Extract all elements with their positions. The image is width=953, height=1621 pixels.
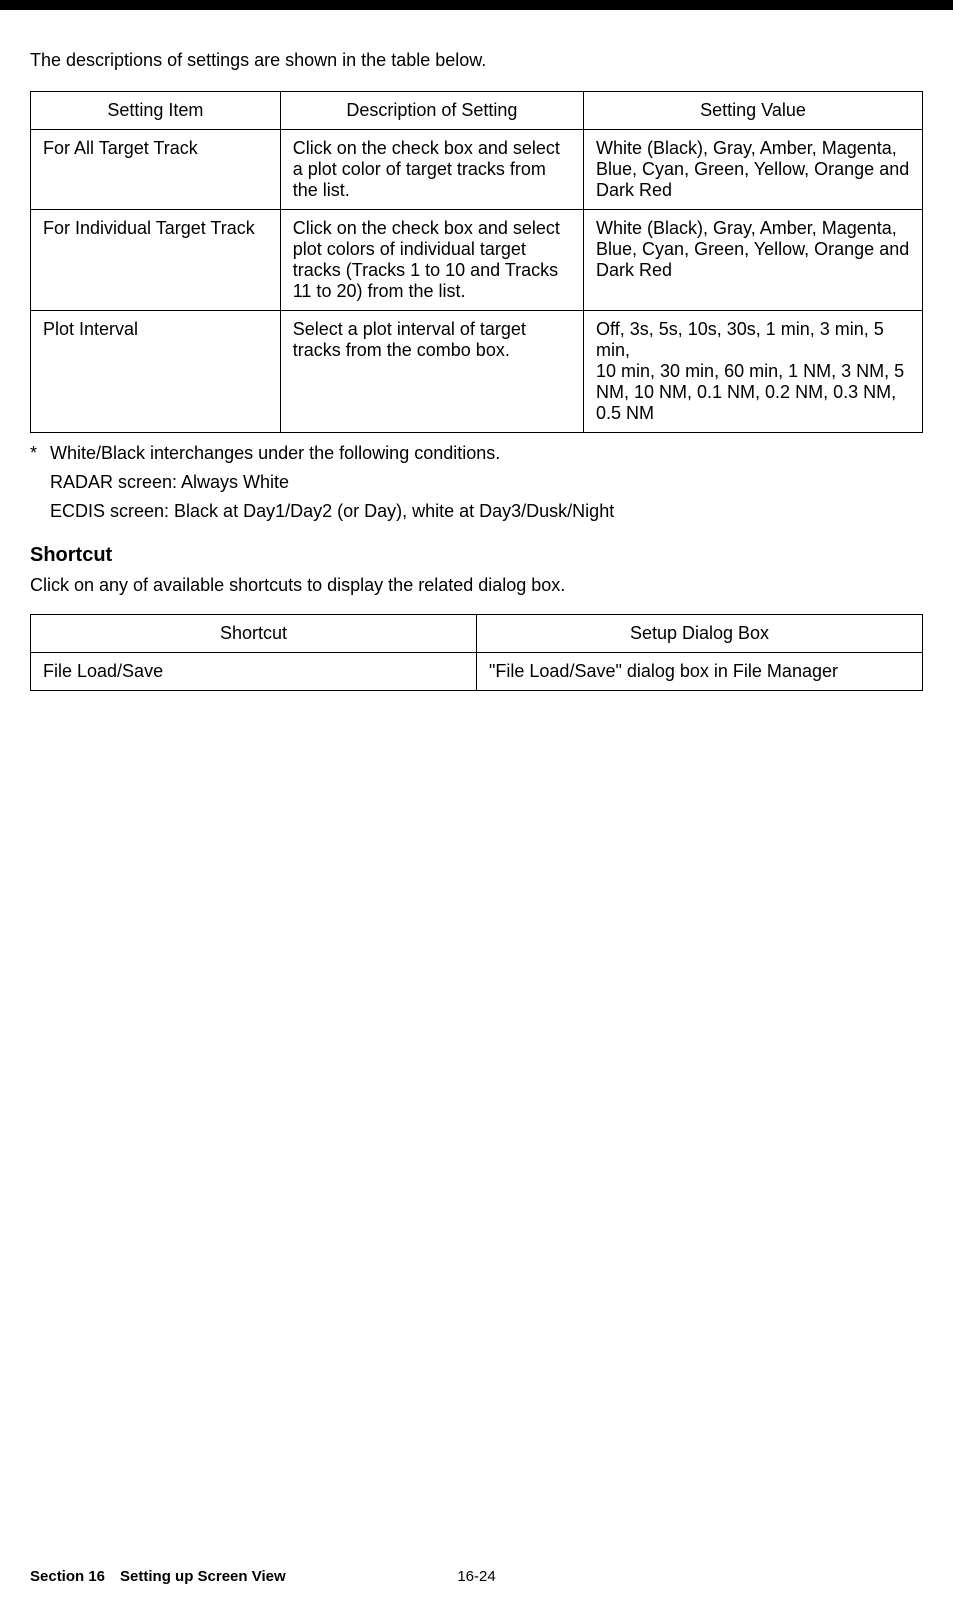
footnote: * White/Black interchanges under the fol… [30, 443, 923, 464]
th-description: Description of Setting [280, 92, 583, 130]
th-shortcut: Shortcut [31, 615, 477, 653]
table-row: For All Target Track Click on the check … [31, 130, 923, 210]
shortcut-heading: Shortcut [30, 544, 923, 567]
shortcut-body: Click on any of available shortcuts to d… [30, 575, 923, 596]
table-header-row: Shortcut Setup Dialog Box [31, 615, 923, 653]
footnote-line1: RADAR screen: Always White [50, 472, 923, 493]
cell-value: White (Black), Gray, Amber, Magenta, Blu… [584, 210, 923, 311]
footer-section: Section 16 Setting up Screen View [30, 1568, 286, 1585]
cell-value: Off, 3s, 5s, 10s, 30s, 1 min, 3 min, 5 m… [584, 311, 923, 433]
cell-item: For All Target Track [31, 130, 281, 210]
top-rule [0, 0, 953, 10]
intro-text: The descriptions of settings are shown i… [30, 50, 923, 71]
th-setting-item: Setting Item [31, 92, 281, 130]
table-row: For Individual Target Track Click on the… [31, 210, 923, 311]
cell-value: White (Black), Gray, Amber, Magenta, Blu… [584, 130, 923, 210]
footnote-main: White/Black interchanges under the follo… [50, 443, 923, 464]
cell-desc: Select a plot interval of target tracks … [280, 311, 583, 433]
cell-dialog: "File Load/Save" dialog box in File Mana… [477, 653, 923, 691]
footnote-star: * [30, 443, 50, 464]
th-setting-value: Setting Value [584, 92, 923, 130]
page-footer: Section 16 Setting up Screen View 16-24 [30, 1568, 923, 1585]
cell-shortcut: File Load/Save [31, 653, 477, 691]
table-row: Plot Interval Select a plot interval of … [31, 311, 923, 433]
footnote-line2: ECDIS screen: Black at Day1/Day2 (or Day… [50, 501, 923, 522]
cell-item: For Individual Target Track [31, 210, 281, 311]
settings-table: Setting Item Description of Setting Sett… [30, 91, 923, 433]
footer-page-number: 16-24 [457, 1568, 495, 1585]
shortcut-table: Shortcut Setup Dialog Box File Load/Save… [30, 614, 923, 691]
cell-desc: Click on the check box and select plot c… [280, 210, 583, 311]
cell-desc: Click on the check box and select a plot… [280, 130, 583, 210]
cell-item: Plot Interval [31, 311, 281, 433]
table-row: File Load/Save "File Load/Save" dialog b… [31, 653, 923, 691]
table-header-row: Setting Item Description of Setting Sett… [31, 92, 923, 130]
th-dialog: Setup Dialog Box [477, 615, 923, 653]
